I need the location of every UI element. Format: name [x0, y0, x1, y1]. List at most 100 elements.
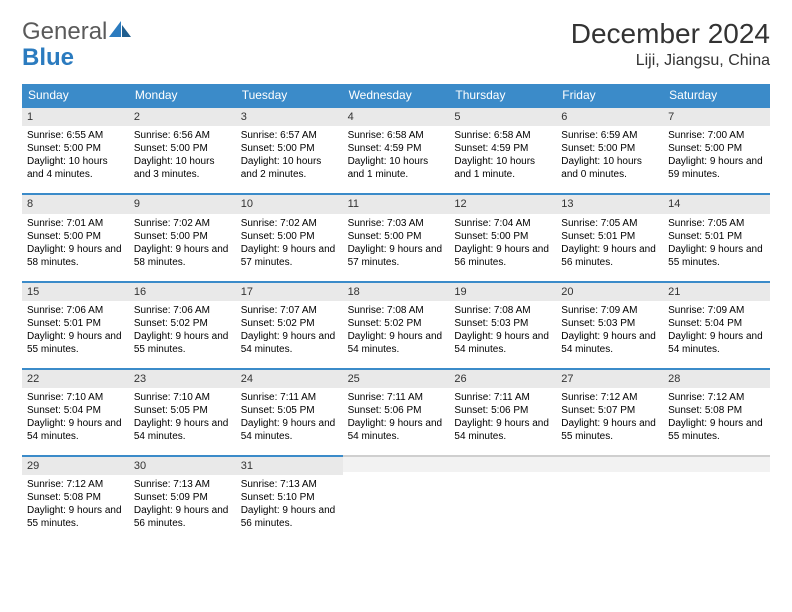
daylight-text: Daylight: 10 hours and 0 minutes. [561, 155, 658, 181]
daylight-text: Daylight: 9 hours and 55 minutes. [134, 330, 231, 356]
calendar-cell: 11 Sunrise: 7:03 AMSunset: 5:00 PMDayligh… [343, 193, 450, 270]
sunset-text: Sunset: 5:00 PM [134, 142, 231, 155]
sunrise-text: Sunrise: 7:08 AM [454, 304, 551, 317]
daylight-text: Daylight: 9 hours and 54 minutes. [134, 417, 231, 443]
day-number: 9 [129, 193, 236, 213]
sunset-text: Sunset: 5:07 PM [561, 404, 658, 417]
calendar-cell: 20Sunrise: 7:09 AMSunset: 5:03 PMDayligh… [556, 281, 663, 358]
sunset-text: Sunset: 5:09 PM [134, 491, 231, 504]
day-number: 7 [663, 106, 770, 126]
calendar-cell: 22Sunrise: 7:10 AMSunset: 5:04 PMDayligh… [22, 368, 129, 445]
calendar-cell: 2Sunrise: 6:56 AMSunset: 5:00 PMDaylight… [129, 106, 236, 183]
sunset-text: Sunset: 5:02 PM [241, 317, 338, 330]
sunrise-text: Sunrise: 7:02 AM [134, 217, 231, 230]
day-details: Sunrise: 7:13 AMSunset: 5:10 PMDaylight:… [236, 475, 343, 532]
day-number: 25 [343, 368, 450, 388]
day-number [556, 455, 663, 472]
calendar-cell: 26Sunrise: 7:11 AMSunset: 5:06 PMDayligh… [449, 368, 556, 445]
sunrise-text: Sunrise: 7:00 AM [668, 129, 765, 142]
daylight-text: Daylight: 9 hours and 54 minutes. [27, 417, 124, 443]
week-spacer [22, 183, 770, 193]
brand-part1: General [22, 18, 107, 46]
day-number: 28 [663, 368, 770, 388]
sunset-text: Sunset: 5:00 PM [27, 142, 124, 155]
daylight-text: Daylight: 9 hours and 56 minutes. [134, 504, 231, 530]
daylight-text: Daylight: 9 hours and 55 minutes. [561, 417, 658, 443]
sunset-text: Sunset: 5:05 PM [134, 404, 231, 417]
calendar-cell: 1Sunrise: 6:55 AMSunset: 5:00 PMDaylight… [22, 106, 129, 183]
sunset-text: Sunset: 5:00 PM [27, 230, 124, 243]
day-number: 30 [129, 455, 236, 475]
daylight-text: Daylight: 10 hours and 3 minutes. [134, 155, 231, 181]
sunrise-text: Sunrise: 7:09 AM [561, 304, 658, 317]
sunrise-text: Sunrise: 6:57 AM [241, 129, 338, 142]
daylight-text: Daylight: 9 hours and 58 minutes. [27, 243, 124, 269]
calendar-cell: 27 Sunrise: 7:12 AMSunset: 5:07 PMDayligh… [556, 368, 663, 445]
page-title: December 2024 [571, 18, 770, 50]
day-number: 11 [343, 193, 450, 213]
day-details: Sunrise: 7:12 AMSunset: 5:08 PMDaylight:… [663, 388, 770, 445]
day-details: Sunrise: 7:04 AMSunset: 5:00 PMDaylight:… [449, 214, 556, 271]
day-details: Sunrise: 7:06 AMSunset: 5:01 PMDaylight:… [22, 301, 129, 358]
day-number: 26 [449, 368, 556, 388]
day-details: Sunrise: 7:05 AMSunset: 5:01 PMDaylight:… [663, 214, 770, 271]
day-details: Sunrise: 7:02 AMSunset: 5:00 PMDaylight:… [129, 214, 236, 271]
sunrise-text: Sunrise: 7:06 AM [27, 304, 124, 317]
day-number [663, 455, 770, 472]
sunset-text: Sunset: 5:00 PM [348, 230, 445, 243]
day-number: 23 [129, 368, 236, 388]
day-number: 2 [129, 106, 236, 126]
week-spacer [22, 271, 770, 281]
day-header: Saturday [663, 84, 770, 106]
day-number [343, 455, 450, 472]
sunrise-text: Sunrise: 7:03 AM [348, 217, 445, 230]
day-details: Sunrise: 7:11 AMSunset: 5:06 PMDaylight:… [343, 388, 450, 445]
sunrise-text: Sunrise: 7:12 AM [27, 478, 124, 491]
calendar-cell: 10Sunrise: 7:02 AMSunset: 5:00 PMDayligh… [236, 193, 343, 270]
sunset-text: Sunset: 5:04 PM [27, 404, 124, 417]
sunrise-text: Sunrise: 7:10 AM [27, 391, 124, 404]
day-number: 16 [129, 281, 236, 301]
day-details: Sunrise: 6:58 AMSunset: 4:59 PMDaylight:… [343, 126, 450, 183]
sunset-text: Sunset: 5:08 PM [27, 491, 124, 504]
daylight-text: Daylight: 9 hours and 56 minutes. [241, 504, 338, 530]
calendar-cell-empty [556, 455, 663, 532]
sunrise-text: Sunrise: 7:05 AM [668, 217, 765, 230]
day-details: Sunrise: 7:12 AMSunset: 5:08 PMDaylight:… [22, 475, 129, 532]
day-number: 31 [236, 455, 343, 475]
daylight-text: Daylight: 9 hours and 57 minutes. [348, 243, 445, 269]
daylight-text: Daylight: 10 hours and 2 minutes. [241, 155, 338, 181]
day-details: Sunrise: 7:10 AMSunset: 5:05 PMDaylight:… [129, 388, 236, 445]
sunrise-text: Sunrise: 7:13 AM [134, 478, 231, 491]
calendar-cell: 17Sunrise: 7:07 AMSunset: 5:02 PMDayligh… [236, 281, 343, 358]
day-details: Sunrise: 6:58 AMSunset: 4:59 PMDaylight:… [449, 126, 556, 183]
sunset-text: Sunset: 5:00 PM [241, 142, 338, 155]
day-details: Sunrise: 6:55 AMSunset: 5:00 PMDaylight:… [22, 126, 129, 183]
sunset-text: Sunset: 5:01 PM [561, 230, 658, 243]
sunrise-text: Sunrise: 7:11 AM [348, 391, 445, 404]
day-number: 14 [663, 193, 770, 213]
day-header: Wednesday [343, 84, 450, 106]
week-spacer [22, 358, 770, 368]
day-number: 18 [343, 281, 450, 301]
calendar-cell: 28Sunrise: 7:12 AMSunset: 5:08 PMDayligh… [663, 368, 770, 445]
day-number: 3 [236, 106, 343, 126]
sunrise-text: Sunrise: 7:12 AM [561, 391, 658, 404]
sunrise-text: Sunrise: 7:04 AM [454, 217, 551, 230]
sunset-text: Sunset: 5:05 PM [241, 404, 338, 417]
day-details: Sunrise: 6:56 AMSunset: 5:00 PMDaylight:… [129, 126, 236, 183]
calendar-cell: 18Sunrise: 7:08 AMSunset: 5:02 PMDayligh… [343, 281, 450, 358]
day-details: Sunrise: 6:59 AMSunset: 5:00 PMDaylight:… [556, 126, 663, 183]
sunrise-text: Sunrise: 7:06 AM [134, 304, 231, 317]
sunrise-text: Sunrise: 7:09 AM [668, 304, 765, 317]
calendar-cell-empty [663, 455, 770, 532]
daylight-text: Daylight: 9 hours and 54 minutes. [241, 330, 338, 356]
day-details: Sunrise: 6:57 AMSunset: 5:00 PMDaylight:… [236, 126, 343, 183]
day-details: Sunrise: 7:09 AMSunset: 5:04 PMDaylight:… [663, 301, 770, 358]
calendar-cell: 25Sunrise: 7:11 AMSunset: 5:06 PMDayligh… [343, 368, 450, 445]
sunset-text: Sunset: 5:06 PM [454, 404, 551, 417]
daylight-text: Daylight: 9 hours and 56 minutes. [561, 243, 658, 269]
day-number: 27 [556, 368, 663, 388]
daylight-text: Daylight: 9 hours and 55 minutes. [668, 243, 765, 269]
daylight-text: Daylight: 9 hours and 54 minutes. [241, 417, 338, 443]
